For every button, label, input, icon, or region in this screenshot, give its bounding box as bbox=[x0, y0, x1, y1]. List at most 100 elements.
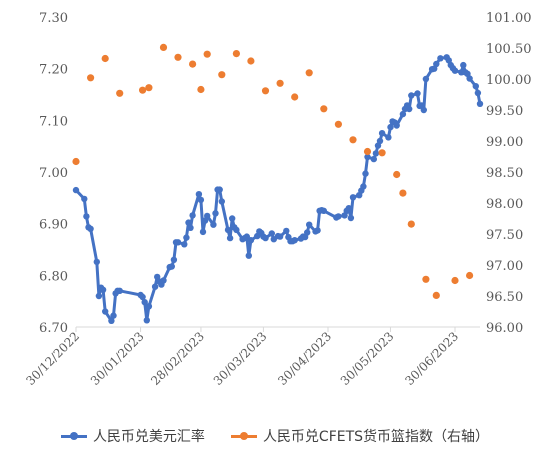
data-point-cny-usd bbox=[110, 312, 117, 319]
data-point-cfets bbox=[466, 271, 474, 280]
data-point-cny-usd bbox=[314, 227, 321, 234]
data-point-cny-usd bbox=[291, 237, 298, 244]
data-point-cny-usd bbox=[189, 212, 196, 219]
data-point-cny-usd bbox=[72, 186, 80, 194]
data-point-cny-usd bbox=[460, 61, 467, 69]
data-point-cny-usd bbox=[451, 67, 459, 74]
data-point-cny-usd bbox=[139, 293, 146, 301]
y-left-tick-label: 7.20 bbox=[39, 63, 68, 78]
y-right-tick-label: 99.00 bbox=[486, 135, 523, 150]
y-right-tick-label: 100.50 bbox=[486, 42, 532, 57]
data-point-cny-usd bbox=[472, 83, 479, 90]
data-point-cny-usd bbox=[243, 233, 250, 240]
data-point-cny-usd bbox=[99, 286, 107, 293]
x-tick-label: 30/12/2022 bbox=[23, 329, 82, 388]
data-point-cfets bbox=[399, 189, 407, 197]
legend-item-cfets: 人民币兑CFETS货币篮指数（右轴） bbox=[230, 426, 490, 446]
legend-label-cfets: 人民币兑CFETS货币篮指数（右轴） bbox=[262, 429, 490, 445]
data-point-cny-usd bbox=[245, 252, 252, 259]
data-point-cny-usd bbox=[387, 123, 394, 131]
data-point-cny-usd bbox=[81, 195, 88, 203]
data-point-cny-usd bbox=[168, 263, 175, 270]
data-point-cny-usd bbox=[320, 207, 327, 214]
data-point-cny-usd bbox=[378, 130, 386, 137]
data-point-cny-usd bbox=[145, 303, 153, 310]
data-point-cny-usd bbox=[370, 155, 377, 163]
data-point-cfets bbox=[189, 60, 197, 68]
data-point-cny-usd bbox=[399, 110, 407, 118]
data-point-cny-usd bbox=[212, 210, 219, 217]
series-markers-cfets bbox=[72, 43, 474, 299]
data-point-cfets bbox=[432, 291, 440, 299]
y-axis-right: 96.00 96.50 97.00 97.50 98.00 98.50 99.00 99.50… bbox=[486, 11, 532, 336]
data-point-cny-usd bbox=[247, 237, 255, 244]
data-point-cfets bbox=[197, 85, 205, 94]
y-right-tick-label: 99.50 bbox=[486, 104, 523, 119]
x-tick-label: 30/04/2023 bbox=[275, 329, 334, 388]
series-line-cny-usd bbox=[74, 55, 482, 323]
data-point-cny-usd bbox=[195, 191, 203, 198]
data-point-cny-usd bbox=[93, 258, 101, 266]
data-point-cny-usd bbox=[474, 89, 482, 97]
data-point-cfets bbox=[261, 87, 270, 95]
data-point-cny-usd bbox=[181, 241, 188, 248]
data-point-cny-usd bbox=[95, 292, 103, 300]
legend-item-cny-usd: 人民币兑美元汇率 bbox=[60, 426, 205, 446]
data-point-cny-usd bbox=[83, 213, 90, 220]
data-point-cfets bbox=[101, 54, 109, 63]
data-point-cny-usd bbox=[408, 92, 415, 99]
data-point-cny-usd bbox=[283, 227, 290, 235]
data-point-cny-usd bbox=[347, 214, 355, 222]
data-point-cny-usd bbox=[268, 230, 275, 237]
data-point-cfets bbox=[72, 157, 80, 166]
data-point-cny-usd bbox=[108, 317, 115, 324]
data-point-cny-usd bbox=[197, 196, 205, 204]
y-right-tick-label: 98.50 bbox=[486, 166, 523, 181]
data-point-cny-usd bbox=[116, 287, 123, 294]
y-right-tick-label: 96.50 bbox=[486, 290, 523, 305]
data-point-cny-usd bbox=[414, 90, 421, 97]
y-right-tick-label: 97.00 bbox=[486, 259, 523, 274]
data-point-cfets bbox=[174, 53, 182, 61]
legend-swatch-cny-usd bbox=[60, 431, 87, 441]
data-point-cny-usd bbox=[433, 60, 440, 68]
data-point-cny-usd bbox=[210, 221, 217, 228]
legend-swatch-cfets bbox=[230, 431, 257, 441]
data-point-cny-usd bbox=[376, 137, 384, 145]
y-left-tick-label: 7.10 bbox=[39, 114, 68, 129]
data-point-cny-usd bbox=[393, 122, 400, 129]
data-point-cfets bbox=[334, 120, 342, 128]
data-point-cfets bbox=[363, 147, 372, 156]
y-left-tick-label: 6.90 bbox=[39, 218, 68, 233]
data-point-cfets bbox=[291, 93, 299, 101]
data-point-cny-usd bbox=[306, 221, 313, 228]
data-point-cny-usd bbox=[335, 213, 342, 220]
data-point-cny-usd bbox=[372, 150, 380, 157]
x-axis: 30/12/2022 30/01/2023 28/02/2023 30/03/2023… bbox=[23, 327, 461, 388]
x-tick-label: 30/03/2023 bbox=[211, 329, 270, 388]
data-point-cny-usd bbox=[87, 225, 94, 232]
data-point-cfets bbox=[232, 50, 240, 58]
data-point-cny-usd bbox=[226, 234, 234, 242]
data-point-cny-usd bbox=[102, 308, 109, 315]
data-point-cny-usd bbox=[160, 277, 167, 284]
data-point-cny-usd bbox=[385, 134, 392, 141]
y-right-tick-label: 101.00 bbox=[486, 11, 532, 26]
data-point-cfets bbox=[276, 79, 284, 87]
data-point-cfets bbox=[393, 170, 401, 179]
data-point-cfets bbox=[145, 84, 153, 92]
chart: 6.706.806.907.007.107.207.30 96.0096.509… bbox=[23, 11, 532, 388]
data-point-cny-usd bbox=[183, 234, 190, 241]
data-point-cny-usd bbox=[143, 317, 150, 324]
data-point-cny-usd bbox=[345, 205, 352, 212]
y-left-tick-label: 6.70 bbox=[39, 321, 68, 336]
data-point-cny-usd bbox=[151, 283, 159, 290]
series-markers-cny-usd bbox=[72, 54, 484, 324]
data-point-cny-usd bbox=[362, 170, 369, 177]
y-left-tick-label: 6.80 bbox=[39, 269, 68, 284]
data-point-cny-usd bbox=[185, 219, 192, 226]
y-left-tick-label: 7.30 bbox=[39, 11, 68, 26]
y-right-tick-label: 97.50 bbox=[486, 228, 523, 243]
data-point-cfets bbox=[139, 86, 147, 94]
legend-label-cny-usd: 人民币兑美元汇率 bbox=[92, 429, 205, 445]
